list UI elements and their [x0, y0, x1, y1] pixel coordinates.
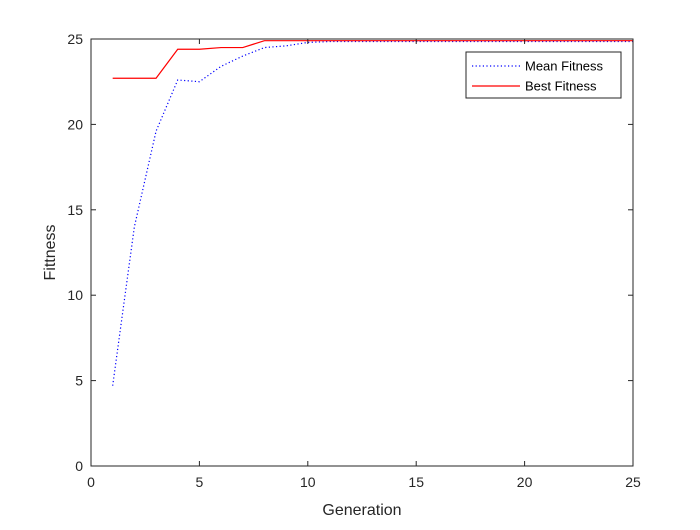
legend: Mean Fitness Best Fitness: [466, 52, 621, 98]
legend-label-best-fitness: Best Fitness: [525, 79, 597, 94]
y-tick-label: 15: [67, 202, 83, 218]
x-tick-label: 5: [196, 474, 204, 490]
y-tick-label: 5: [75, 373, 83, 389]
x-axis-label: Generation: [322, 502, 401, 519]
x-tick-label: 10: [300, 474, 316, 490]
legend-label-mean-fitness: Mean Fitness: [525, 59, 604, 74]
y-axis-label: Fittness: [42, 224, 59, 280]
x-tick-label: 20: [517, 474, 533, 490]
x-tick-label: 0: [87, 474, 95, 490]
x-tick-label: 15: [408, 474, 424, 490]
y-tick-label: 25: [67, 31, 83, 47]
x-tick-label: 25: [625, 474, 641, 490]
y-tick-label: 10: [67, 287, 83, 303]
plot-background: [91, 39, 633, 466]
y-tick-label: 0: [75, 458, 83, 474]
y-tick-label: 20: [67, 116, 83, 132]
